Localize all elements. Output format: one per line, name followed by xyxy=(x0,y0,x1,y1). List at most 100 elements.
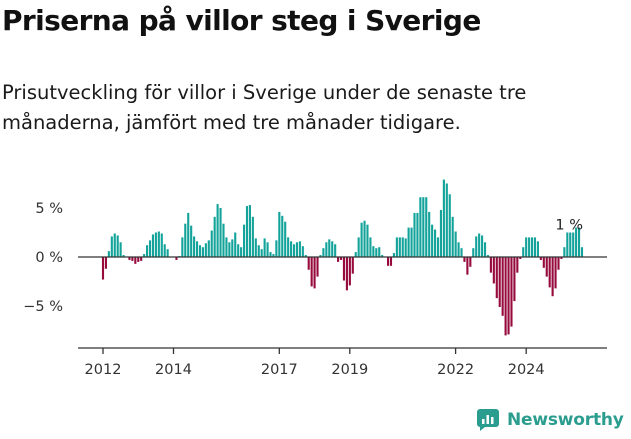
bar xyxy=(419,197,422,257)
bar xyxy=(351,257,354,274)
bar xyxy=(278,211,281,257)
bar xyxy=(322,248,325,257)
bar xyxy=(304,255,307,257)
x-tick-label: 2024 xyxy=(508,362,545,378)
bar xyxy=(342,257,346,281)
bar xyxy=(331,241,334,257)
newsworthy-brand-name: Newsworthy xyxy=(507,410,624,430)
bar xyxy=(275,240,278,257)
bar xyxy=(310,257,313,287)
bar xyxy=(486,255,490,257)
bar xyxy=(530,237,534,257)
bar xyxy=(187,212,190,257)
bar xyxy=(381,255,384,257)
bar xyxy=(319,255,322,257)
bar xyxy=(481,235,484,257)
bar xyxy=(357,237,360,257)
bar xyxy=(366,224,369,257)
bar xyxy=(495,257,498,299)
bar xyxy=(434,229,437,257)
bar xyxy=(519,257,522,259)
chart-title: Priserna på villor steg i Sverige xyxy=(2,4,481,37)
bar xyxy=(363,220,366,257)
bar xyxy=(563,247,566,257)
bar xyxy=(101,257,105,280)
bar xyxy=(472,248,475,257)
bar xyxy=(513,257,516,302)
bar xyxy=(522,247,525,257)
bar xyxy=(478,233,481,257)
bar xyxy=(269,252,272,257)
bar xyxy=(548,257,551,288)
bar xyxy=(316,257,319,277)
bar xyxy=(216,204,219,257)
bar xyxy=(175,257,178,260)
bar xyxy=(128,257,131,260)
bar xyxy=(313,257,316,289)
newsworthy-logo[interactable]: Newsworthy xyxy=(476,408,624,432)
bar xyxy=(154,232,157,257)
bar xyxy=(122,255,125,257)
bar xyxy=(533,237,537,257)
bar xyxy=(575,227,578,257)
bar xyxy=(301,246,304,257)
bar xyxy=(422,197,425,257)
bar xyxy=(413,212,416,257)
bar xyxy=(536,241,539,257)
bar xyxy=(166,249,169,257)
bar xyxy=(442,179,445,257)
bars-group xyxy=(101,179,584,336)
bar xyxy=(375,248,378,257)
bar xyxy=(225,237,228,257)
bar xyxy=(431,224,434,257)
bar xyxy=(557,257,560,270)
bar xyxy=(337,257,340,262)
bar xyxy=(213,216,216,257)
bar xyxy=(325,242,328,257)
bar xyxy=(425,197,428,257)
bar xyxy=(254,238,257,257)
x-tick-label: 2019 xyxy=(331,362,368,378)
bar xyxy=(448,194,451,257)
bar xyxy=(569,232,572,257)
bar xyxy=(190,225,193,257)
bar xyxy=(137,257,140,262)
bar xyxy=(131,257,134,261)
bar xyxy=(354,252,357,257)
bar xyxy=(107,251,110,257)
y-tick-label: 0 % xyxy=(35,250,63,266)
bar xyxy=(146,245,149,257)
bar xyxy=(560,257,563,259)
bar xyxy=(104,257,107,269)
bar xyxy=(483,242,487,257)
bar xyxy=(401,237,404,257)
bar xyxy=(181,237,184,257)
bar xyxy=(284,221,287,257)
bar xyxy=(160,233,163,257)
bar xyxy=(307,257,310,270)
bar xyxy=(566,232,569,257)
bar xyxy=(143,254,146,257)
bar xyxy=(204,243,207,257)
bar xyxy=(119,242,122,257)
y-tick-label: −5 % xyxy=(23,299,63,315)
bar xyxy=(572,232,575,257)
bar xyxy=(140,257,143,261)
y-tick-label: 5 % xyxy=(35,201,63,217)
bar xyxy=(510,257,513,327)
bar xyxy=(404,238,407,257)
bar xyxy=(454,231,457,257)
bar xyxy=(386,257,390,266)
bar xyxy=(298,241,301,257)
bar xyxy=(428,211,431,257)
bar xyxy=(148,240,152,257)
last-value-label: 1 % xyxy=(555,218,583,234)
bar xyxy=(392,253,395,257)
bar xyxy=(407,227,410,257)
bar xyxy=(539,257,542,260)
bar xyxy=(348,257,351,286)
bar xyxy=(516,257,519,273)
bar xyxy=(251,216,254,257)
chart-subtitle: Prisutveckling för villor i Sverige unde… xyxy=(2,81,527,134)
